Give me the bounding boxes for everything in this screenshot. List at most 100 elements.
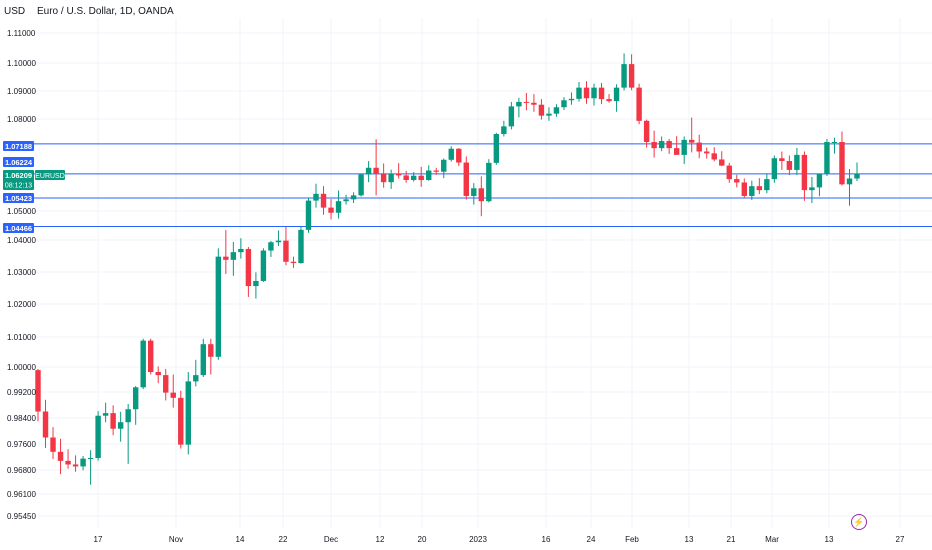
candle[interactable] [208, 338, 214, 375]
candle[interactable] [441, 158, 447, 179]
candle[interactable] [568, 92, 575, 105]
candle[interactable] [628, 54, 635, 91]
candle[interactable] [531, 94, 537, 112]
candle[interactable] [102, 402, 109, 423]
candle[interactable] [57, 438, 64, 475]
candle[interactable] [839, 131, 845, 186]
candle[interactable] [658, 136, 665, 152]
candle[interactable] [606, 94, 612, 103]
candle[interactable] [613, 84, 620, 112]
candle[interactable] [163, 368, 169, 401]
candle[interactable] [275, 230, 282, 247]
candle[interactable] [328, 199, 334, 220]
candle[interactable] [681, 136, 687, 165]
candle[interactable] [756, 178, 763, 195]
lightning-icon[interactable]: ⚡ [851, 514, 867, 530]
candle[interactable] [824, 138, 830, 177]
candle[interactable] [418, 166, 424, 187]
candle[interactable] [373, 139, 379, 196]
candle[interactable] [493, 132, 500, 165]
candle[interactable] [260, 248, 267, 282]
candle[interactable] [711, 147, 717, 162]
candle[interactable] [561, 97, 567, 111]
candle[interactable] [546, 107, 552, 121]
candle[interactable] [621, 53, 627, 91]
candle[interactable] [125, 404, 131, 464]
candle[interactable] [193, 359, 199, 387]
candle[interactable] [809, 176, 815, 204]
candle[interactable] [238, 238, 244, 259]
candle[interactable] [583, 81, 590, 104]
candle[interactable] [140, 338, 146, 390]
candle[interactable] [87, 450, 94, 485]
candle[interactable] [343, 194, 349, 205]
candle[interactable] [741, 178, 747, 199]
candle[interactable] [448, 146, 454, 162]
candle[interactable] [148, 338, 154, 375]
candle[interactable] [854, 162, 860, 181]
candle[interactable] [666, 138, 672, 154]
candle[interactable] [846, 168, 853, 206]
candle[interactable] [794, 147, 800, 175]
candle[interactable] [816, 173, 823, 197]
candle[interactable] [200, 338, 207, 377]
candle[interactable] [463, 156, 469, 200]
candle[interactable] [72, 455, 79, 472]
candle[interactable] [42, 399, 49, 448]
candle[interactable] [253, 272, 259, 299]
candle[interactable] [426, 165, 432, 181]
candle[interactable] [80, 456, 86, 471]
candle[interactable] [268, 240, 274, 257]
symbol-tag[interactable]: EURUSD [35, 170, 65, 180]
candle[interactable] [395, 163, 402, 179]
candle[interactable] [290, 256, 297, 268]
candle[interactable] [726, 162, 732, 183]
candle[interactable] [410, 172, 417, 182]
candle[interactable] [50, 427, 56, 459]
candle[interactable] [704, 147, 710, 159]
candle[interactable] [298, 226, 304, 264]
candle[interactable] [245, 247, 252, 297]
candle[interactable] [801, 151, 808, 201]
candle[interactable] [350, 192, 357, 204]
candle[interactable] [170, 374, 176, 408]
symbol-title[interactable]: Euro / U.S. Dollar, 1D, OANDA [37, 6, 174, 17]
candle[interactable] [734, 174, 740, 188]
candle[interactable] [117, 411, 124, 442]
candle[interactable] [643, 119, 650, 148]
candle[interactable] [538, 99, 545, 120]
candle[interactable] [65, 449, 71, 469]
candle[interactable] [576, 82, 582, 102]
candle[interactable] [651, 130, 657, 158]
candle[interactable] [471, 183, 477, 205]
candle[interactable] [365, 161, 372, 183]
candle[interactable] [786, 155, 793, 176]
price-tag[interactable]: 1.07188 [3, 141, 34, 151]
candle[interactable] [478, 176, 485, 217]
candle[interactable] [305, 197, 312, 233]
candle[interactable] [771, 155, 778, 183]
candle[interactable] [719, 151, 725, 167]
candle[interactable] [696, 134, 702, 159]
candle[interactable] [110, 405, 116, 436]
candle[interactable] [749, 180, 755, 200]
candle[interactable] [178, 390, 184, 449]
candle[interactable] [508, 101, 515, 130]
price-tag[interactable]: 1.06224 [3, 157, 34, 167]
candle[interactable] [516, 97, 522, 118]
candle[interactable] [636, 83, 642, 125]
price-tag[interactable]: 1.05423 [3, 193, 34, 203]
candle[interactable] [433, 167, 439, 175]
candle[interactable] [380, 163, 387, 188]
candle[interactable] [591, 83, 597, 106]
candle[interactable] [523, 92, 530, 111]
candle[interactable] [223, 230, 229, 274]
candle[interactable] [283, 226, 289, 266]
candle[interactable] [501, 120, 507, 137]
candle[interactable] [230, 241, 237, 276]
price-tag[interactable]: 1.04466 [3, 223, 34, 233]
candle[interactable] [95, 411, 101, 461]
candle[interactable] [779, 151, 785, 170]
price-tag[interactable]: 1.06209 08:12:13 [3, 170, 34, 190]
